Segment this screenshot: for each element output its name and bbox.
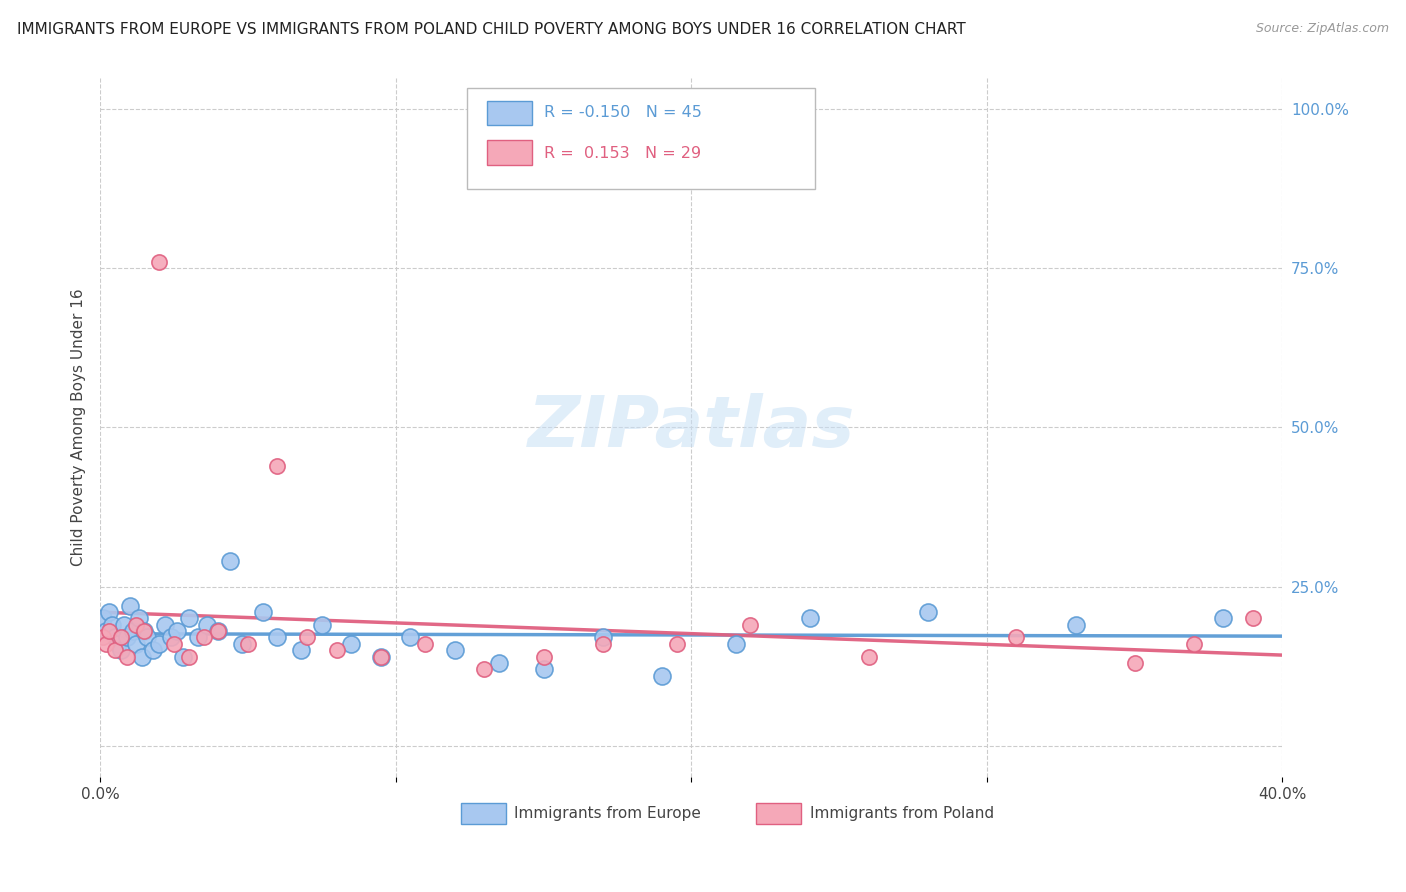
Point xyxy=(153,617,176,632)
Point xyxy=(592,631,614,645)
Point xyxy=(665,637,688,651)
Point xyxy=(399,631,422,645)
Point xyxy=(193,631,215,645)
Point xyxy=(219,554,242,568)
Point xyxy=(134,624,156,639)
Point xyxy=(104,631,127,645)
Point xyxy=(488,656,510,670)
Text: Immigrants from Poland: Immigrants from Poland xyxy=(810,805,994,821)
Point xyxy=(134,624,156,639)
Point xyxy=(195,617,218,632)
Point xyxy=(290,643,312,657)
Text: ZIPatlas: ZIPatlas xyxy=(527,393,855,462)
Point xyxy=(98,605,121,619)
Point xyxy=(142,643,165,657)
Point xyxy=(98,624,121,639)
Point xyxy=(236,637,259,651)
Text: R = -0.150   N = 45: R = -0.150 N = 45 xyxy=(544,105,702,120)
Point xyxy=(177,611,200,625)
Text: Source: ZipAtlas.com: Source: ZipAtlas.com xyxy=(1256,22,1389,36)
Point xyxy=(1123,656,1146,670)
Point xyxy=(160,631,183,645)
Point xyxy=(136,631,159,645)
Point xyxy=(1212,611,1234,625)
Point xyxy=(110,631,132,645)
Point xyxy=(107,637,129,651)
Point xyxy=(1064,617,1087,632)
Bar xyxy=(486,101,531,125)
Point xyxy=(148,637,170,651)
Point xyxy=(231,637,253,651)
Point xyxy=(94,637,117,651)
Point xyxy=(112,617,135,632)
FancyBboxPatch shape xyxy=(467,88,815,189)
Point xyxy=(1182,637,1205,651)
Bar xyxy=(461,804,506,824)
Point xyxy=(252,605,274,619)
Point xyxy=(128,611,150,625)
Point xyxy=(166,624,188,639)
Point xyxy=(207,624,229,639)
Point xyxy=(91,631,114,645)
Point xyxy=(104,643,127,657)
Point xyxy=(474,662,496,676)
Point xyxy=(124,637,146,651)
Point xyxy=(533,649,555,664)
Point xyxy=(207,624,229,639)
Point xyxy=(131,649,153,664)
Bar xyxy=(756,804,801,824)
Point xyxy=(413,637,436,651)
Point xyxy=(443,643,465,657)
Point xyxy=(370,649,392,664)
Point xyxy=(651,668,673,682)
Point xyxy=(858,649,880,664)
Point xyxy=(295,631,318,645)
Text: R =  0.153   N = 29: R = 0.153 N = 29 xyxy=(544,145,700,161)
Point xyxy=(118,599,141,613)
Point xyxy=(266,458,288,473)
Point xyxy=(917,605,939,619)
Point xyxy=(148,255,170,269)
Point xyxy=(592,637,614,651)
Text: IMMIGRANTS FROM EUROPE VS IMMIGRANTS FROM POLAND CHILD POVERTY AMONG BOYS UNDER : IMMIGRANTS FROM EUROPE VS IMMIGRANTS FRO… xyxy=(17,22,966,37)
Point xyxy=(121,624,143,639)
Point xyxy=(311,617,333,632)
Text: Immigrants from Europe: Immigrants from Europe xyxy=(515,805,700,821)
Point xyxy=(110,643,132,657)
Point xyxy=(533,662,555,676)
Point xyxy=(115,631,138,645)
Point xyxy=(94,624,117,639)
Point xyxy=(740,617,762,632)
Point xyxy=(115,649,138,664)
Point xyxy=(172,649,194,664)
Point xyxy=(163,637,186,651)
Point xyxy=(340,637,363,651)
Point xyxy=(370,649,392,664)
Point xyxy=(799,611,821,625)
Y-axis label: Child Poverty Among Boys Under 16: Child Poverty Among Boys Under 16 xyxy=(72,289,86,566)
Point xyxy=(91,611,114,625)
Point xyxy=(177,649,200,664)
Point xyxy=(187,631,209,645)
Point xyxy=(124,617,146,632)
Bar xyxy=(486,140,531,165)
Point xyxy=(325,643,347,657)
Point xyxy=(101,617,124,632)
Point xyxy=(724,637,747,651)
Point xyxy=(266,631,288,645)
Point xyxy=(1241,611,1264,625)
Point xyxy=(1005,631,1028,645)
